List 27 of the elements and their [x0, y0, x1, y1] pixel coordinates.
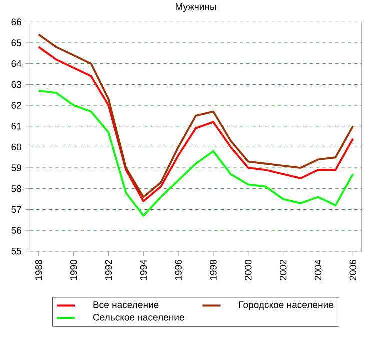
legend-label: Сельское население: [93, 314, 184, 321]
x-tick-label: 2004: [314, 260, 322, 280]
x-tick-label: 2006: [350, 260, 357, 280]
y-tick-label: 61: [12, 123, 22, 130]
x-tick-label: 2002: [280, 260, 287, 280]
y-tick-label: 59: [12, 164, 22, 172]
x-tick-label: 1994: [140, 260, 148, 280]
x-tick-label: 1988: [36, 260, 42, 280]
x-tick-label: 2000: [245, 260, 252, 280]
chart-title: Мужчины: [176, 4, 216, 12]
y-tick-label: 60: [12, 144, 22, 151]
y-tick-label: 63: [12, 81, 22, 88]
y-tick-label: 57: [12, 206, 22, 214]
legend-label: Городское население: [240, 302, 334, 310]
x-tick-label: 1992: [105, 260, 112, 280]
x-tick-label: 1990: [70, 260, 78, 280]
x-tick-label: 1998: [210, 260, 217, 280]
line-series: [38, 90, 354, 217]
y-tick-label: 58: [12, 186, 22, 192]
y-tick-label: 55: [12, 248, 22, 255]
y-tick-label: 64: [12, 60, 22, 68]
y-tick-label: 62: [12, 102, 22, 109]
y-tick-label: 65: [12, 40, 22, 46]
legend-label: Все население: [94, 302, 159, 308]
x-tick-label: 1996: [175, 260, 182, 280]
y-tick-label: 56: [12, 227, 22, 234]
y-tick-label: 66: [12, 18, 22, 26]
